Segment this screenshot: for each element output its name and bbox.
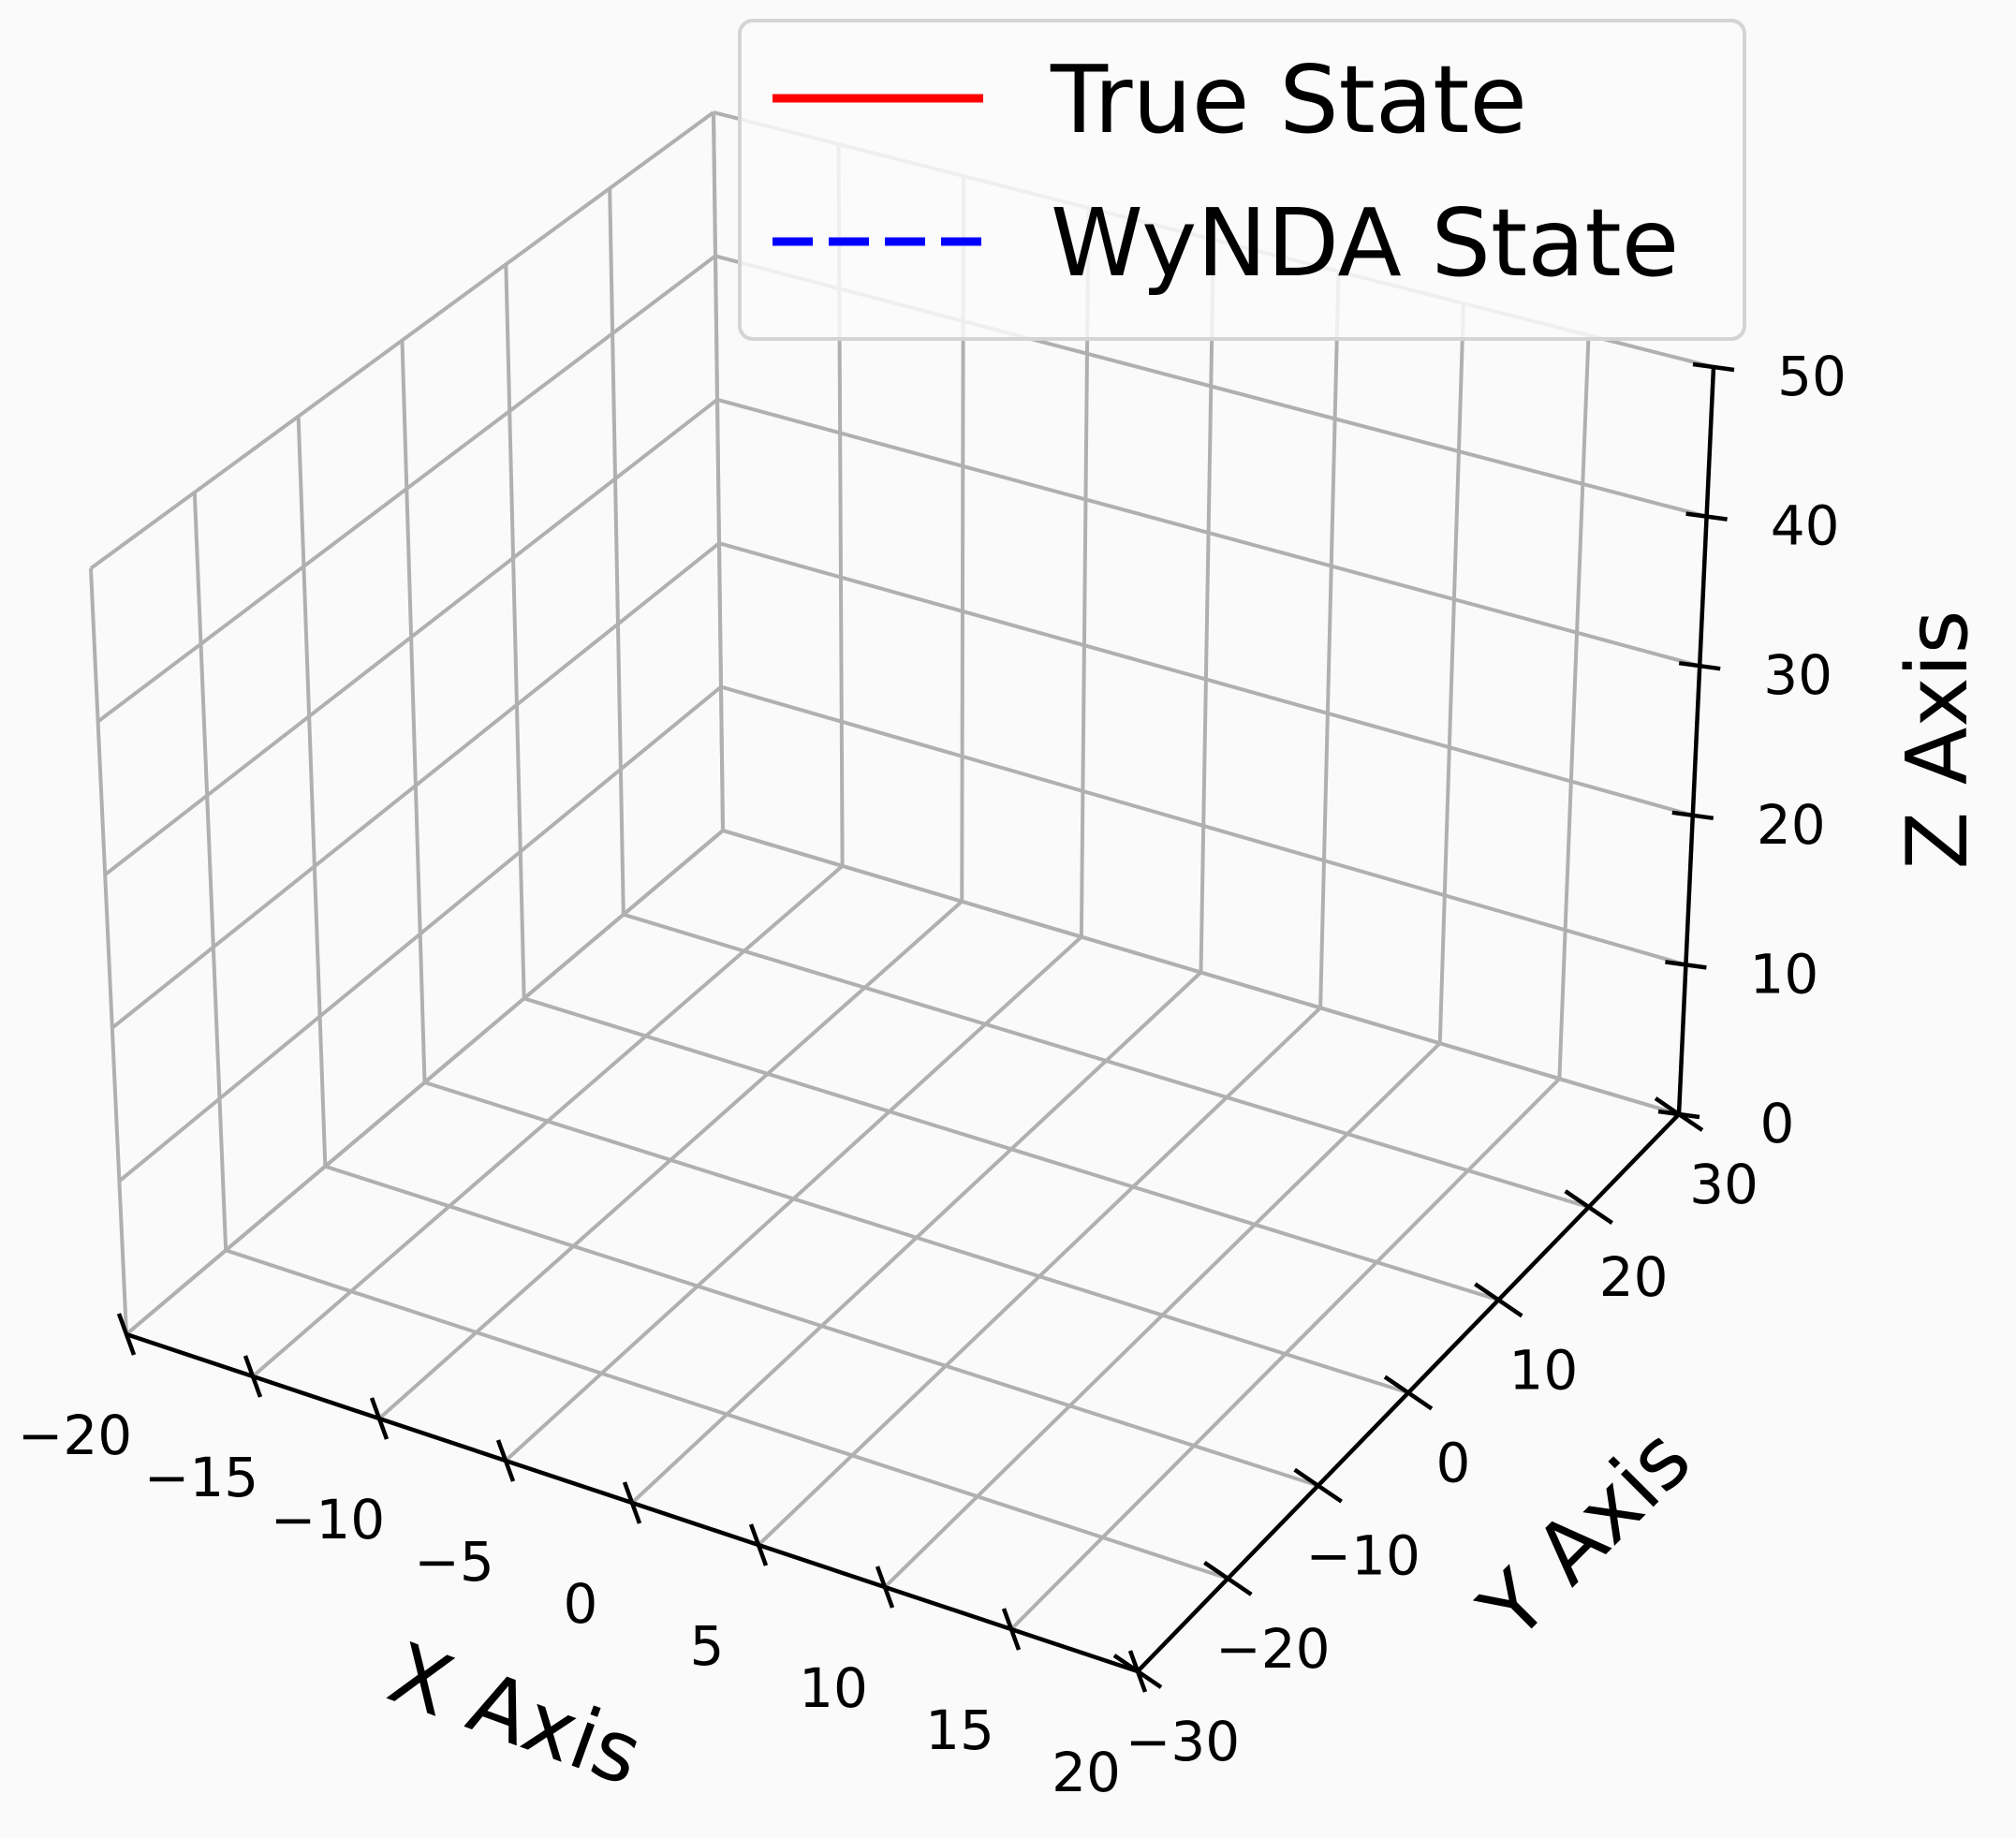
legend-frame [738,19,1746,341]
y-tick-label: 10 [1508,1338,1578,1402]
grid-line-back-x [712,111,725,831]
z-tick-label: 50 [1777,345,1847,408]
grid-line-left-z [110,541,721,1030]
z-axis-tick [1657,1109,1700,1120]
grid-line-floor-y [423,1081,1409,1395]
z-tick-label: 0 [1760,1092,1795,1155]
y-axis-tick [1474,1282,1523,1318]
grid-line-back-z [718,541,1694,817]
z-axis-tick [1678,660,1721,671]
z-tick-label: 20 [1757,793,1826,857]
z-tick-label: 10 [1749,942,1818,1006]
y-tick-label: −10 [1305,1524,1420,1588]
z-axis-title: Z Axis [1889,610,1987,870]
grid-line-back-z [720,684,1686,967]
y-tick-label: −20 [1215,1617,1330,1681]
grid-line-floor-y [324,1164,1319,1488]
y-tick-label: 30 [1689,1153,1758,1216]
x-tick-label: −10 [271,1488,385,1551]
grid-line-back-z [716,397,1700,669]
x-tick-label: 10 [799,1656,868,1720]
x-tick-label: 5 [690,1614,725,1678]
z-axis-tick [1671,810,1714,821]
x-tick-label: −15 [144,1446,258,1509]
y-axis-tick [1112,1654,1163,1689]
grid-line-floor-y [623,912,1590,1210]
x-tick-label: 15 [925,1698,994,1762]
grid-line-back-x [1557,334,1591,1080]
grid-line-back-x [1199,239,1215,973]
z-tick-label: 40 [1771,494,1840,558]
x-tick-label: −20 [18,1404,132,1467]
y-axis-tick [1383,1375,1434,1411]
x-axis-tick [369,1397,390,1440]
grid-line-floor-y [523,996,1499,1302]
grid-line-left-z [89,110,715,570]
grid-line-left-y [504,264,526,999]
grid-line-left-y [89,567,128,1335]
z-axis-tick [1685,511,1728,522]
x-axis-tick [748,1523,769,1566]
grid-line-back-z [722,829,1680,1116]
x-axis-tick [875,1566,895,1609]
grid-line-left-z [125,829,725,1336]
x-axis-tick [495,1439,516,1482]
grid-line-left-y [608,188,625,915]
x-tick-label: −5 [414,1530,494,1594]
grid-line-left-y [296,416,328,1167]
z-axis-line [1676,366,1716,1115]
y-axis-tick [1293,1467,1343,1504]
x-axis-tick [1001,1608,1022,1651]
x-axis-tick [243,1355,263,1398]
y-axis-tick [1564,1189,1613,1226]
grid-line-left-y [400,340,427,1083]
grid-line-left-z [103,398,719,876]
y-axis-tick [1203,1560,1253,1596]
x-tick-label: 20 [1052,1741,1121,1804]
y-tick-label: 20 [1599,1245,1669,1309]
legend-label-true-state: True State [1050,45,1527,154]
z-axis-tick [1692,361,1735,373]
legend-label-wynda-state: WyNDA State [1051,188,1679,298]
grid-line-left-y [192,492,228,1251]
grid-line-left-z [118,685,723,1183]
x-axis-tick [622,1481,642,1524]
legend: True State WyNDA State [738,19,1746,341]
x-tick-label: 0 [564,1572,598,1636]
y-tick-label: −30 [1126,1710,1240,1773]
z-tick-label: 30 [1763,643,1832,707]
grid-line-floor-y [225,1248,1229,1581]
grid-line-back-x [1437,302,1465,1044]
z-axis-tick [1665,960,1707,970]
grid-line-back-x [1318,271,1341,1008]
grid-line-left-z [96,254,717,724]
x-axis-tick [116,1313,137,1356]
y-tick-label: 0 [1436,1432,1471,1495]
